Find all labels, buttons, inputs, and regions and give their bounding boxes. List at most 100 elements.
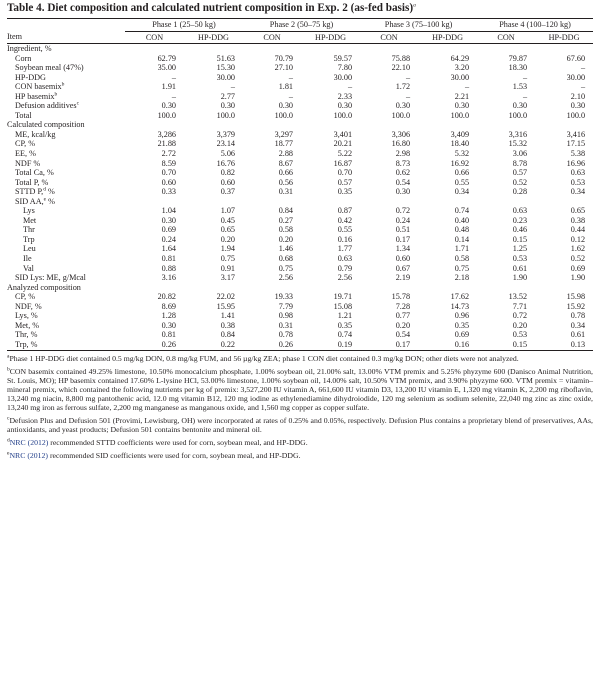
table-cell: 0.48 — [454, 225, 470, 235]
table-cell: 2.88 — [278, 149, 294, 159]
table-title: Table 4. Diet composition and calculated… — [7, 0, 593, 18]
phase-header: Phase 2 (50–75 kg) — [243, 18, 361, 32]
row-label: Trp, % — [7, 339, 125, 351]
table-cell: 22.10 — [391, 63, 411, 73]
table-cell: 100.0 — [216, 110, 236, 120]
table-cell: 100.0 — [450, 110, 470, 120]
row-label-text: Trp — [23, 234, 35, 244]
table-caption: Diet composition and calculated nutrient… — [47, 2, 414, 14]
row-label-text: Soybean meal (47%) — [15, 63, 84, 73]
row-label: Met — [7, 216, 125, 226]
table-cell: 0.33 — [161, 187, 176, 197]
table-cell: 0.16 — [337, 234, 353, 244]
table-row: Trp, % 0.26 0.22 0.26 0.19 0.17 0.16 0.15 0.13 — [7, 339, 594, 351]
table-cell: 0.20 — [512, 320, 528, 330]
row-label: EE, % — [7, 149, 125, 159]
table-row: HP-DDG – 30.00 – 30.00 – 30.00 – 30.00 — [7, 73, 593, 83]
row-label: CON basemixb — [7, 82, 125, 92]
table-cell: 100.0 — [566, 110, 586, 120]
table-cell: 0.34 — [570, 320, 586, 330]
table-cell: 7.28 — [395, 301, 411, 311]
table-cell: 18.77 — [274, 139, 294, 149]
table-cell: 0.30 — [454, 101, 470, 111]
table-cell: 16.76 — [216, 158, 236, 168]
table-cell — [243, 44, 301, 54]
row-label: STTD P,d % — [7, 187, 125, 197]
table-cell: 8.78 — [512, 158, 528, 168]
table-cell: 7.80 — [337, 63, 353, 73]
table-cell: 15.98 — [566, 292, 586, 302]
row-label: Met, % — [7, 321, 125, 331]
table-cell: 35.00 — [157, 63, 176, 73]
table-cell: – — [580, 82, 586, 92]
table-cell: 3.16 — [161, 273, 176, 283]
table-number: Table 4. — [7, 2, 45, 14]
footnote-mark: a — [7, 352, 10, 359]
table-cell: 0.60 — [161, 177, 176, 187]
table-caption-mark: a — [413, 2, 416, 9]
table-cell: 100.0 — [391, 110, 411, 120]
table-cell: 0.35 — [337, 187, 353, 197]
table-cell: 0.30 — [278, 101, 294, 111]
citation-link[interactable]: NRC (2012) — [9, 438, 49, 448]
section-row: Ingredient, % — [7, 44, 593, 54]
table-cell: 0.68 — [278, 254, 294, 264]
footnote-mark: b — [7, 366, 10, 373]
table-cell: 0.30 — [395, 187, 411, 197]
citation-link[interactable]: NRC (2012) — [9, 451, 48, 461]
table-cell: 3,297 — [274, 129, 294, 139]
diet-table: Phase 1 (25–50 kg) Phase 2 (50–75 kg) Ph… — [7, 18, 594, 351]
table-cell: 0.60 — [395, 254, 411, 264]
row-label: SID AA,e % — [7, 197, 125, 207]
table-cell — [243, 197, 301, 207]
table-cell: 0.46 — [512, 225, 528, 235]
table-cell: – — [288, 72, 294, 82]
row-label-text: HP basemix — [15, 91, 55, 101]
row-label-text: STTD P, — [15, 187, 44, 197]
table-cell: 0.63 — [512, 206, 528, 216]
table-cell — [125, 44, 184, 54]
table-cell: 23.14 — [216, 139, 236, 149]
table-cell: 3.06 — [512, 149, 528, 159]
table-cell: 0.17 — [360, 339, 419, 351]
table-cell: 0.65 — [570, 206, 586, 216]
footnote-text: Defusion Plus and Defusion 501 (Provimi,… — [7, 416, 593, 435]
row-label-text: ME, kcal/kg — [15, 129, 56, 139]
table-cell — [418, 120, 477, 130]
diet-header: HP-DDG — [535, 31, 594, 44]
row-label-text: Lys, % — [15, 311, 38, 321]
table-cell: 1.04 — [161, 206, 176, 216]
table-cell: 2.19 — [395, 273, 411, 283]
table-cell: 1.71 — [454, 244, 470, 254]
table-cell: 0.57 — [512, 168, 528, 178]
table-cell: 0.72 — [395, 206, 411, 216]
row-label-text: Total Ca, % — [15, 168, 54, 178]
footnote: bCON basemix contained 49.25% limestone,… — [7, 366, 593, 412]
row-label-text: Lys — [23, 206, 35, 216]
table-cell: 0.35 — [337, 320, 353, 330]
table-cell: 0.30 — [161, 101, 176, 111]
table-cell: 0.24 — [395, 215, 411, 225]
table-cell: 14.73 — [450, 301, 470, 311]
table-cell: 2.10 — [570, 91, 586, 101]
row-label-text: Thr, % — [15, 330, 38, 340]
table-body: Ingredient, % Corn 62.79 51.63 70.79 59.57 75.… — [7, 44, 594, 351]
table-row: HP basemixb – 2.77 – 2.33 – 2.21 – 2.10 — [7, 92, 593, 102]
table-cell: 0.65 — [220, 225, 236, 235]
row-label-text: NDF, % — [15, 301, 42, 311]
table-cell: 0.15 — [512, 234, 528, 244]
table-cell: 0.91 — [220, 263, 236, 273]
column-header-row: Item CON HP-DDG CON HP-DDG CON HP-DDG CO… — [7, 31, 594, 44]
table-cell: 0.19 — [301, 339, 361, 351]
table-cell: 0.20 — [395, 320, 411, 330]
table-cell: 3.17 — [220, 273, 236, 283]
table-cell — [418, 283, 477, 293]
table-cell: 0.30 — [220, 101, 236, 111]
table-cell: 0.60 — [220, 177, 236, 187]
table-cell: 0.35 — [454, 320, 470, 330]
table-row: Lys 1.04 1.07 0.84 0.87 0.72 0.74 0.63 0.65 — [7, 206, 593, 216]
table-cell: 1.28 — [161, 311, 176, 321]
row-label: Trp — [7, 235, 125, 245]
table-cell: 22.02 — [216, 292, 236, 302]
row-label-text: Analyzed composition — [7, 282, 81, 292]
